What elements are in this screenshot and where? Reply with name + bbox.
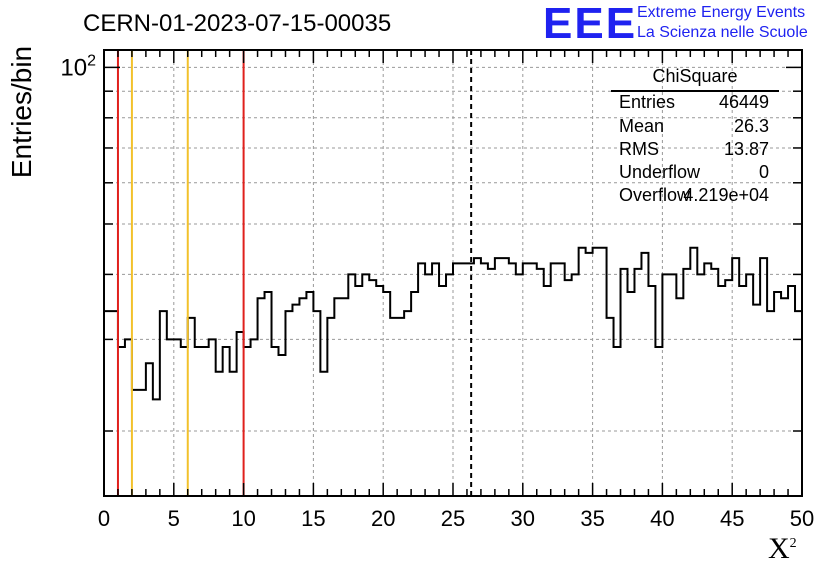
x-axis-label-superscript: 2	[789, 536, 797, 551]
stat-value: 13.87	[723, 139, 769, 159]
stat-value: 4.219e+04	[683, 185, 769, 205]
stat-value: 46449	[718, 92, 769, 112]
x-tick-label: 20	[371, 506, 395, 531]
stat-row-underflow: Underflow 0	[619, 162, 769, 184]
x-tick-label: 50	[790, 506, 814, 531]
stat-row-mean: Mean 26.3	[619, 116, 769, 138]
histogram-series	[104, 246, 803, 401]
stat-value: 0	[758, 162, 769, 182]
x-tick-label: 0	[98, 506, 110, 531]
stat-name: Overflow	[619, 185, 691, 205]
x-tick-label: 40	[650, 506, 674, 531]
chart-title: CERN-01-2023-07-15-00035	[83, 10, 392, 37]
x-tick-label: 45	[720, 506, 744, 531]
stat-name: Entries	[619, 92, 676, 112]
logo-subtitle-line1: Extreme Energy Events	[637, 4, 806, 21]
x-tick-label: 30	[511, 506, 535, 531]
stat-row-rms: RMS 13.87	[619, 139, 769, 161]
stats-divider	[611, 90, 779, 92]
stats-title: ChiSquare	[652, 66, 738, 86]
x-tick-label: 15	[301, 506, 325, 531]
logo-subtitle-line2: La Scienza nelle Scuole	[637, 24, 808, 41]
x-axis-label: X2	[768, 532, 797, 566]
x-tick-label: 35	[580, 506, 604, 531]
stat-row-overflow: Overflow 4.219e+04	[619, 185, 769, 207]
y-axis-label: Entries/bin	[6, 45, 37, 179]
stat-name: Underflow	[619, 162, 701, 182]
y-tick-label: 102	[60, 52, 96, 81]
x-tick-label: 10	[231, 506, 255, 531]
x-axis-label-base: X	[768, 532, 790, 565]
eee-logo: EEE	[543, 0, 638, 48]
stat-row-entries: Entries 46449	[619, 92, 769, 114]
x-tick-label: 25	[441, 506, 465, 531]
stats-box: ChiSquare Entries 46449 Mean 26.3 RMS 13…	[611, 64, 779, 214]
stat-value: 26.3	[733, 116, 769, 136]
stat-name: Mean	[619, 116, 665, 136]
stat-name: RMS	[619, 139, 659, 159]
x-tick-label: 5	[168, 506, 180, 531]
